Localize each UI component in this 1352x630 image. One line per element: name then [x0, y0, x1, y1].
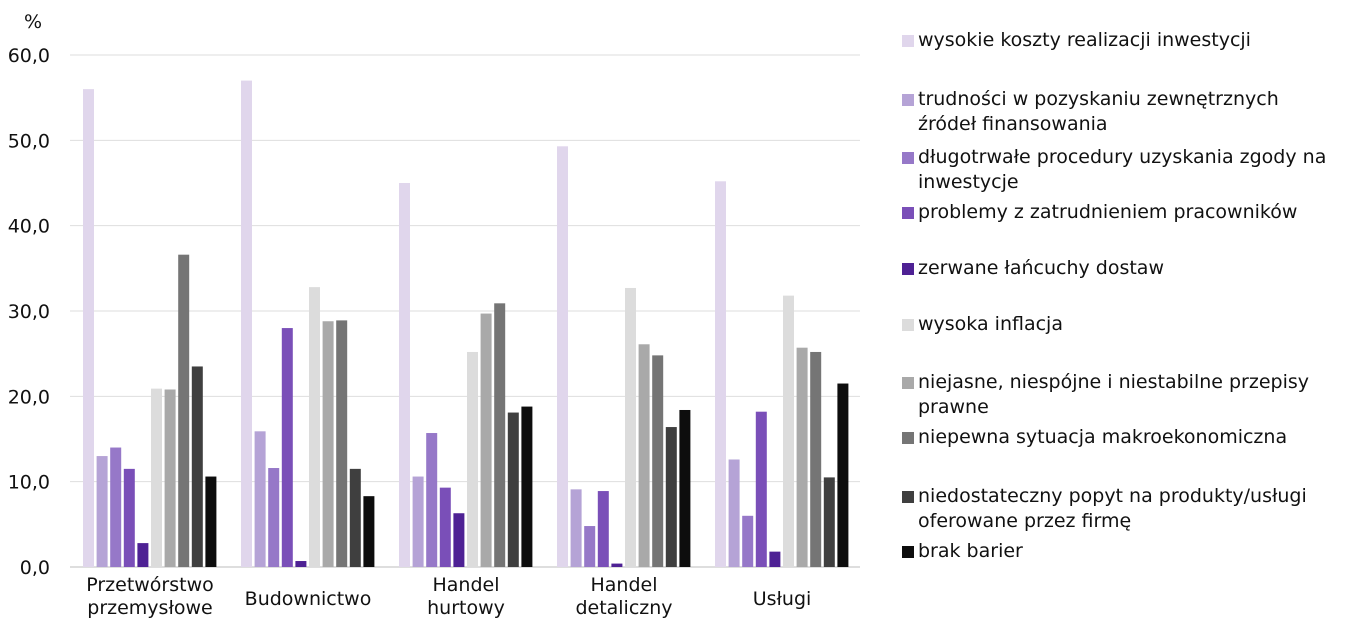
legend-label: wysokie koszty realizacji inwestycji [918, 29, 1251, 51]
y-tick-label: 10,0 [8, 472, 50, 494]
legend-swatch [902, 207, 914, 219]
bar [742, 515, 754, 567]
legend-swatch [902, 35, 914, 47]
bar [254, 431, 266, 567]
bar [755, 411, 767, 567]
bar [110, 447, 122, 567]
bar [349, 468, 361, 567]
legend-item: problemy z zatrudnieniem pracowników [902, 200, 1342, 225]
bar [584, 526, 596, 567]
legend-swatch [902, 263, 914, 275]
legend-swatch [902, 377, 914, 389]
bar [823, 477, 835, 567]
bar [178, 254, 190, 567]
bar [191, 366, 203, 567]
bar [796, 347, 808, 567]
bar [494, 303, 506, 567]
bar-chart: % 0,0 10,0 20,0 30,0 40,0 50,0 60,0 Przetwórst… [8, 11, 860, 619]
bar [412, 476, 424, 567]
legend-label: niepewna sytuacja makroekonomiczna [918, 426, 1288, 448]
x-tick-label: Przetwórstwo przemysłowe [86, 574, 214, 619]
bar [205, 476, 217, 567]
legend-item: brak barier [902, 539, 1342, 564]
bars [83, 80, 849, 567]
legend-item: długotrwałe procedury uzyskania zgody na… [902, 145, 1342, 195]
bar [439, 487, 451, 567]
bar [625, 287, 636, 567]
legend-item: zerwane łańcuchy dostaw [902, 256, 1342, 281]
x-tick-label: Usługi [753, 588, 812, 610]
legend-swatch [902, 546, 914, 558]
bar [241, 80, 252, 567]
bar [467, 351, 478, 567]
legend-swatch [902, 94, 914, 106]
y-tick-label: 20,0 [8, 386, 50, 408]
bar [837, 383, 849, 567]
x-tick-label: Handel hurtowy [427, 574, 505, 619]
bar [399, 183, 410, 567]
bar [309, 287, 320, 567]
bar [363, 496, 375, 567]
y-tick-label: 30,0 [8, 301, 50, 323]
bar [480, 313, 492, 567]
legend-label: trudności w pozyskaniu zewnętrznych źród… [918, 88, 1279, 135]
bar [597, 491, 609, 567]
legend-label: zerwane łańcuchy dostaw [918, 257, 1164, 279]
bar [96, 456, 108, 567]
x-tick-label: Handel detaliczny [575, 574, 672, 619]
legend-label: długotrwałe procedury uzyskania zgody na… [918, 146, 1327, 193]
bar [638, 344, 650, 567]
bar [665, 427, 677, 567]
bar [652, 355, 664, 567]
bar [769, 551, 781, 567]
y-tick-label: 0,0 [20, 557, 50, 579]
bar [268, 468, 280, 567]
bar [151, 388, 162, 567]
bar [521, 406, 533, 567]
legend-swatch [902, 432, 914, 444]
bar [295, 561, 307, 567]
bar [557, 146, 568, 567]
legend-label: brak barier [918, 540, 1023, 562]
legend-label: niejasne, niespójne i niestabilne przepi… [918, 371, 1310, 418]
bar [164, 389, 176, 567]
x-tick-label: Budownictwo [245, 588, 372, 610]
legend-item: niedostateczny popyt na produkty/usługi … [902, 484, 1342, 534]
bar [281, 328, 293, 567]
legend-item: niepewna sytuacja makroekonomiczna [902, 425, 1342, 450]
bar [322, 321, 334, 567]
y-axis-unit-label: % [24, 11, 42, 33]
bar [715, 181, 726, 567]
bar [570, 489, 582, 567]
bar [426, 433, 438, 567]
legend-label: niedostateczny popyt na produkty/usługi … [918, 485, 1307, 532]
y-tick-label: 40,0 [8, 216, 50, 238]
legend-swatch [902, 152, 914, 164]
bar [336, 320, 348, 567]
legend-item: wysokie koszty realizacji inwestycji [902, 28, 1342, 53]
legend-swatch [902, 319, 914, 331]
bar [507, 412, 519, 567]
bar [611, 563, 623, 567]
bar [123, 468, 135, 567]
legend-item: trudności w pozyskaniu zewnętrznych źród… [902, 87, 1342, 137]
bar [728, 459, 740, 567]
x-axis-ticks: Przetwórstwo przemysłowe Budownictwo Handel… [86, 574, 811, 619]
legend-label: wysoka inflacja [918, 313, 1063, 335]
legend-item: niejasne, niespójne i niestabilne przepi… [902, 370, 1342, 420]
bar [453, 513, 465, 567]
bar [810, 351, 822, 567]
y-tick-label: 50,0 [8, 130, 50, 152]
legend-label: problemy z zatrudnieniem pracowników [918, 201, 1298, 223]
bar [83, 89, 94, 567]
legend-item: wysoka inflacja [902, 312, 1342, 337]
bar [783, 295, 794, 567]
legend-swatch [902, 491, 914, 503]
bar [679, 409, 691, 567]
bar [137, 543, 149, 567]
legend: wysokie koszty realizacji inwestycji trud… [902, 0, 1347, 630]
y-axis-ticks: 0,0 10,0 20,0 30,0 40,0 50,0 60,0 [8, 45, 50, 579]
y-tick-label: 60,0 [8, 45, 50, 67]
